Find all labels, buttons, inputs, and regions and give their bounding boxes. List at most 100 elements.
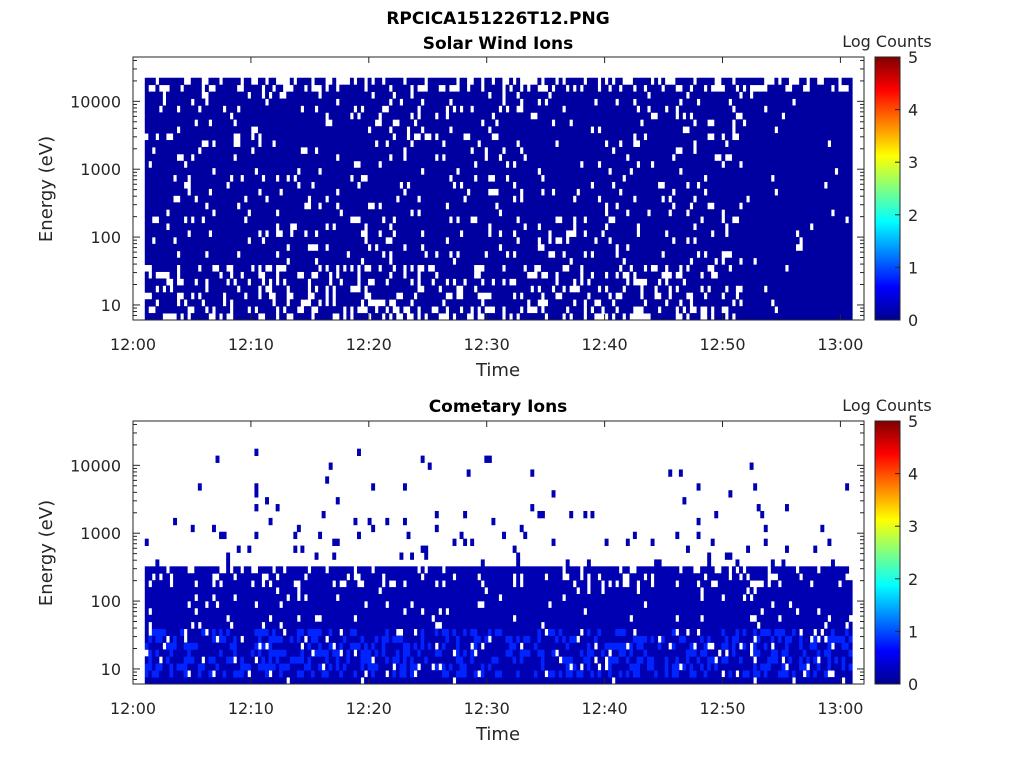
heatmap-cell [675, 278, 680, 286]
heatmap-cell [509, 223, 514, 231]
heatmap-cell [572, 236, 577, 245]
heatmap-cell [714, 223, 719, 231]
heatmap-cell [724, 167, 729, 176]
heatmap-cell [629, 306, 634, 314]
heatmap-cell [678, 230, 683, 238]
heatmap-cell [685, 278, 690, 286]
heatmap-cell [197, 250, 202, 259]
heatmap-cell [399, 209, 404, 217]
heatmap-cell [533, 195, 538, 203]
heatmap-cell [671, 119, 676, 127]
heatmap-cell [392, 257, 397, 266]
heatmap-cell [586, 202, 591, 210]
heatmap-cell [615, 112, 620, 120]
heatmap-cell [516, 195, 521, 203]
heatmap-cell [403, 84, 407, 92]
heatmap-cell [183, 230, 188, 238]
heatmap-cell [357, 257, 361, 266]
heatmap-cell [236, 223, 241, 231]
heatmap-cell [173, 223, 178, 231]
heatmap-cell [403, 112, 407, 120]
heatmap-cell [427, 313, 432, 321]
heatmap-cell [406, 202, 411, 210]
heatmap-cell [445, 243, 450, 252]
heatmap-cell [689, 160, 694, 169]
heatmap-cell [448, 257, 453, 266]
heatmap-cell [268, 271, 273, 279]
heatmap-cell [374, 98, 379, 106]
heatmap-cell [144, 257, 149, 266]
heatmap-cell [696, 133, 701, 141]
heatmap-cell [219, 112, 224, 120]
heatmap-cell [540, 195, 545, 203]
heatmap-cell [173, 188, 178, 196]
heatmap-cell [261, 181, 266, 189]
heatmap-cell [187, 140, 192, 148]
heatmap-cell [257, 153, 262, 162]
heatmap-cell [158, 278, 163, 286]
heatmap-cell [452, 195, 457, 203]
heatmap-cell [664, 313, 669, 321]
heatmap-cell [190, 257, 195, 266]
heatmap-cell [544, 77, 549, 86]
heatmap-cell [618, 313, 623, 321]
heatmap-cell [190, 299, 195, 307]
heatmap-cell [325, 98, 330, 106]
heatmap-cell [335, 167, 340, 176]
heatmap-cell [349, 105, 354, 113]
heatmap-cell [289, 278, 294, 286]
heatmap-cell [385, 77, 390, 86]
heatmap-cell [183, 84, 188, 92]
heatmap-cell [601, 202, 606, 210]
heatmap-cell [625, 223, 630, 231]
heatmap-cell [314, 133, 319, 141]
heatmap-cell [417, 174, 422, 182]
heatmap-cell [374, 292, 379, 300]
heatmap-cell [509, 91, 514, 99]
heatmap-cell [367, 271, 372, 279]
heatmap-cell [742, 271, 747, 279]
heatmap-cell [675, 174, 680, 182]
heatmap-cell [148, 202, 153, 210]
heatmap-cell [296, 112, 301, 120]
heatmap-cell [441, 167, 446, 176]
heatmap-cell [381, 91, 386, 99]
heatmap-cell [197, 91, 202, 99]
heatmap-cell [742, 202, 747, 210]
heatmap-cell [661, 223, 666, 231]
heatmap-cell [254, 299, 259, 307]
heatmap-cell [675, 91, 680, 99]
heatmap-cell [448, 223, 453, 231]
heatmap-cell [671, 140, 676, 148]
heatmap-cell [448, 313, 453, 321]
heatmap-cell [569, 98, 574, 106]
heatmap-cell [403, 119, 407, 127]
heatmap-cell [668, 299, 673, 307]
heatmap-cell [364, 278, 369, 286]
heatmap-cell [664, 195, 669, 203]
heatmap-cell [477, 84, 482, 92]
heatmap-cell [254, 146, 259, 155]
heatmap-cell [661, 133, 666, 141]
heatmap-cell [594, 77, 598, 86]
heatmap-cell [240, 105, 245, 113]
heatmap-cell [194, 181, 199, 189]
heatmap-cell [590, 77, 595, 86]
heatmap-cell [265, 188, 269, 196]
heatmap-cell [470, 174, 475, 182]
heatmap-cell [639, 188, 644, 196]
heatmap-cell [685, 119, 690, 127]
heatmap-cell [530, 236, 535, 245]
heatmap-cell [728, 146, 733, 155]
heatmap-cell [505, 188, 510, 196]
heatmap-cell [509, 250, 514, 259]
heatmap-cell [144, 306, 149, 314]
heatmap-cell [523, 209, 528, 217]
heatmap-cell [611, 167, 616, 176]
heatmap-cell [459, 223, 464, 231]
heatmap-cell [477, 209, 482, 217]
heatmap-cell [601, 146, 606, 155]
heatmap-cell [551, 243, 556, 252]
heatmap-cell [286, 126, 291, 134]
heatmap-cell [279, 250, 284, 259]
